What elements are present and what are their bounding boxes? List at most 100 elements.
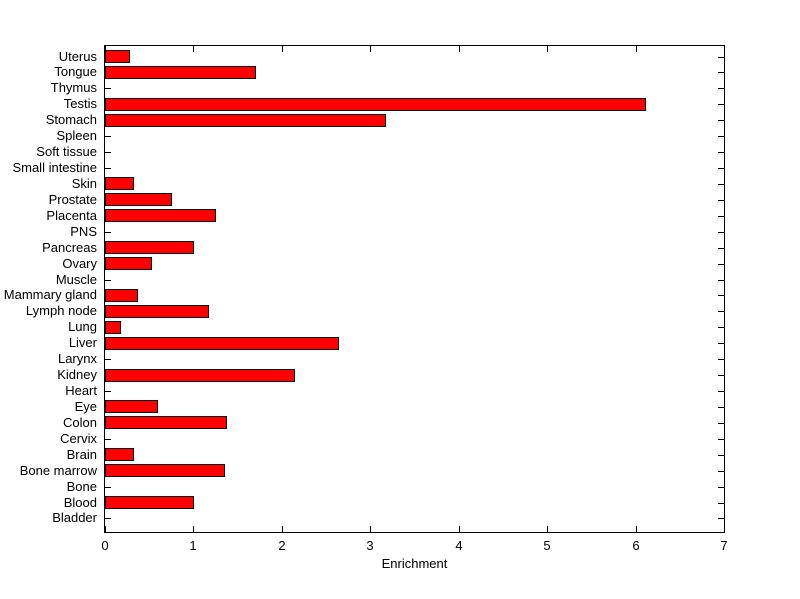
- bar-brain: [105, 448, 134, 461]
- y-axis-tick-right: [718, 406, 724, 408]
- y-axis-tick-right: [718, 486, 724, 488]
- y-tick-label: Muscle: [55, 272, 97, 287]
- y-tick-label: Lymph node: [25, 303, 97, 318]
- y-axis-tick-right: [718, 358, 724, 360]
- x-axis-tick-top: [546, 46, 548, 52]
- x-tick-label: 7: [720, 538, 728, 553]
- y-axis-tick-right: [718, 454, 724, 456]
- y-axis-tick-right: [718, 502, 724, 504]
- y-tick-label: Ovary: [62, 256, 97, 271]
- y-axis-tick-right: [718, 183, 724, 185]
- y-tick-label: Tongue: [54, 64, 97, 79]
- y-axis-tick-right: [718, 199, 724, 201]
- bar-testis: [105, 98, 646, 111]
- x-tick-label: 5: [543, 538, 551, 553]
- y-axis-tick-right: [718, 87, 724, 89]
- y-tick-label: Bone: [66, 479, 97, 494]
- y-tick-label: Prostate: [48, 192, 97, 207]
- y-axis-tick-right: [718, 342, 724, 344]
- x-axis-tick-top: [369, 46, 371, 52]
- bar-prostate: [105, 193, 172, 206]
- x-tick-label: 2: [278, 538, 286, 553]
- y-tick-label: Thymus: [50, 80, 97, 95]
- y-tick-label: Colon: [63, 415, 97, 430]
- y-axis-tick-right: [718, 71, 724, 73]
- bar-uterus: [105, 50, 130, 63]
- y-tick-label: Heart: [65, 383, 97, 398]
- y-axis-tick-right: [718, 247, 724, 249]
- y-axis-tick-left: [105, 486, 111, 488]
- bar-bone-marrow: [105, 464, 225, 477]
- y-axis-tick-left: [105, 390, 111, 392]
- x-tick-label: 0: [101, 538, 109, 553]
- x-tick-label: 4: [455, 538, 463, 553]
- y-axis-tick-right: [718, 279, 724, 281]
- y-axis-tick-right: [718, 374, 724, 376]
- bar-colon: [105, 416, 227, 429]
- y-tick-label: Mammary gland: [3, 287, 97, 302]
- y-axis-tick-right: [718, 151, 724, 153]
- y-axis-tick-left: [105, 151, 111, 153]
- plot-area: [104, 45, 725, 533]
- y-axis-tick-left: [105, 135, 111, 137]
- x-axis-tick-top: [281, 46, 283, 52]
- x-axis-tick-bottom: [104, 526, 106, 532]
- x-axis-tick-top: [192, 46, 194, 52]
- y-tick-label: Soft tissue: [36, 144, 97, 159]
- y-tick-label: Uterus: [58, 49, 97, 64]
- bar-mammary-gland: [105, 289, 138, 302]
- y-tick-label: Testis: [63, 96, 97, 111]
- y-axis-tick-right: [718, 215, 724, 217]
- x-axis-tick-top: [723, 46, 725, 52]
- y-axis-tick-left: [105, 358, 111, 360]
- x-axis-tick-top: [458, 46, 460, 52]
- bar-tongue: [105, 66, 256, 79]
- y-axis-tick-left: [105, 279, 111, 281]
- bar-stomach: [105, 114, 386, 127]
- y-axis-tick-right: [718, 231, 724, 233]
- y-tick-label: Stomach: [45, 112, 97, 127]
- y-axis-tick-right: [718, 326, 724, 328]
- x-axis-tick-bottom: [281, 526, 283, 532]
- y-axis-tick-right: [718, 263, 724, 265]
- bar-ovary: [105, 257, 152, 270]
- bar-skin: [105, 177, 134, 190]
- y-tick-label: Skin: [71, 176, 97, 191]
- y-tick-label: Cervix: [60, 431, 97, 446]
- y-tick-label: Larynx: [57, 351, 97, 366]
- y-axis-tick-right: [718, 119, 724, 121]
- y-tick-label: Spleen: [56, 128, 97, 143]
- x-axis-tick-bottom: [458, 526, 460, 532]
- bar-lymph-node: [105, 305, 209, 318]
- x-axis-tick-bottom: [723, 526, 725, 532]
- bar-lung: [105, 321, 121, 334]
- x-tick-label: 3: [366, 538, 374, 553]
- x-axis-tick-bottom: [369, 526, 371, 532]
- y-axis-tick-right: [718, 422, 724, 424]
- y-axis-tick-right: [718, 56, 724, 58]
- x-axis-tick-top: [104, 46, 106, 52]
- y-axis-tick-right: [718, 390, 724, 392]
- bar-liver: [105, 337, 339, 350]
- x-axis-tick-bottom: [192, 526, 194, 532]
- bar-pancreas: [105, 241, 194, 254]
- bar-kidney: [105, 369, 295, 382]
- y-tick-label: PNS: [70, 224, 97, 239]
- y-tick-label: Placenta: [46, 208, 97, 223]
- y-axis-tick-left: [105, 517, 111, 519]
- x-tick-label: 1: [189, 538, 197, 553]
- y-axis-tick-right: [718, 470, 724, 472]
- y-axis-tick-right: [718, 167, 724, 169]
- y-axis-tick-right: [718, 310, 724, 312]
- y-axis-tick-right: [718, 294, 724, 296]
- y-tick-label: Kidney: [57, 367, 97, 382]
- bar-placenta: [105, 209, 216, 222]
- y-axis-tick-right: [718, 517, 724, 519]
- x-axis-label: Enrichment: [381, 556, 448, 571]
- y-tick-label: Brain: [66, 447, 97, 462]
- y-tick-label: Liver: [68, 335, 97, 350]
- x-axis-tick-top: [635, 46, 637, 52]
- bar-blood: [105, 496, 194, 509]
- y-tick-label: Pancreas: [42, 240, 97, 255]
- y-axis-tick-left: [105, 231, 111, 233]
